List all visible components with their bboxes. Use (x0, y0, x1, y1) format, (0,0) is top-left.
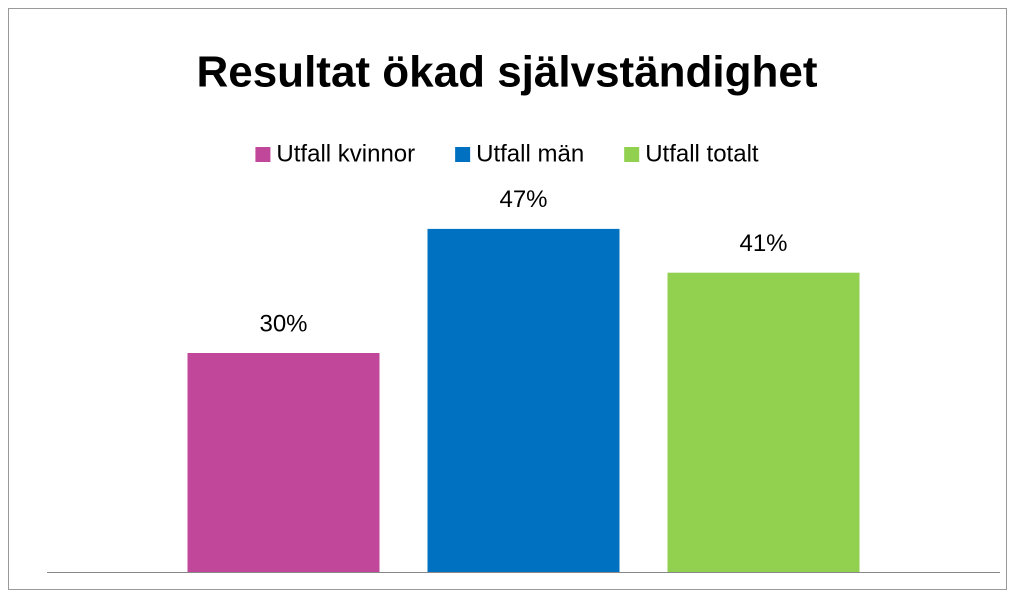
data-label: 30% (259, 310, 307, 337)
data-label: 47% (499, 186, 547, 213)
legend-label: Utfall kvinnor (276, 140, 415, 167)
legend-swatch (455, 147, 471, 162)
bar (427, 228, 620, 572)
legend-swatch (255, 147, 271, 162)
chart-title: Resultat ökad självständighet (196, 48, 817, 97)
legend-label: Utfall totalt (645, 140, 759, 167)
bar (667, 272, 860, 572)
legend-swatch (624, 147, 640, 162)
bar (187, 353, 380, 572)
data-label: 41% (739, 230, 787, 257)
legend-label: Utfall män (476, 140, 584, 167)
